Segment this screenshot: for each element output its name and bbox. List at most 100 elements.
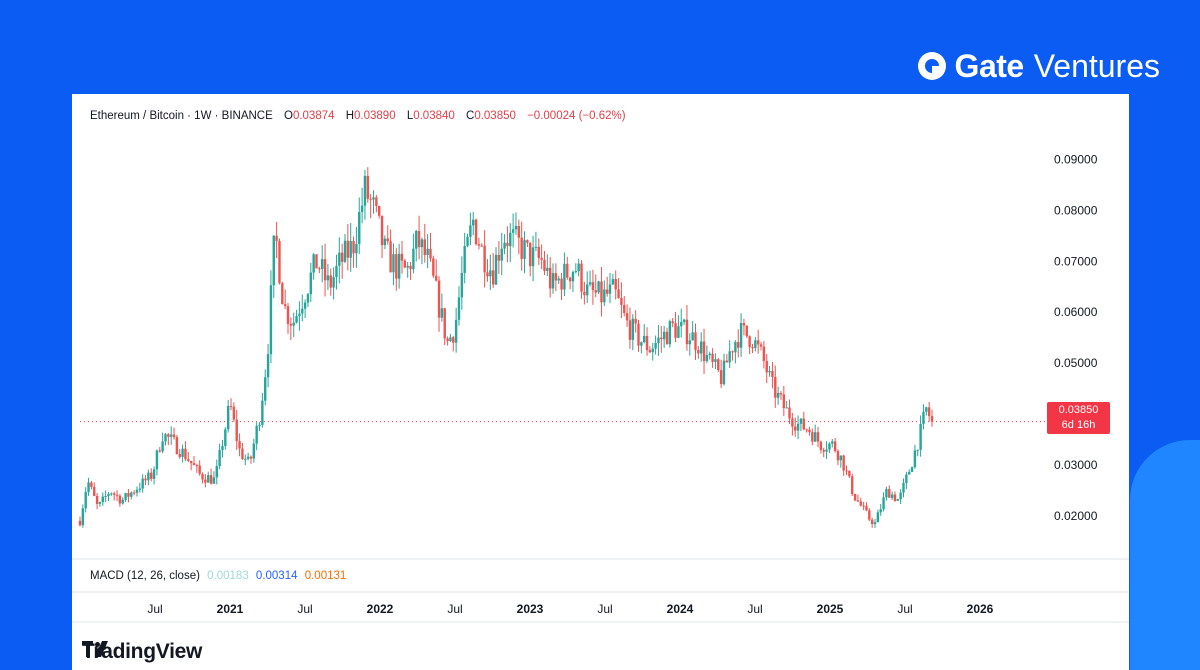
candle-body bbox=[677, 326, 680, 338]
candle-body bbox=[734, 341, 737, 353]
candle-body bbox=[648, 350, 652, 353]
candle-body bbox=[520, 237, 523, 259]
candle-body bbox=[870, 519, 874, 525]
candle-body bbox=[580, 263, 583, 292]
candle-body bbox=[851, 476, 854, 494]
gate-ventures-brand: Gate Ventures bbox=[915, 44, 1160, 88]
candle-body bbox=[594, 290, 597, 293]
candle-body bbox=[762, 346, 766, 361]
candle-body bbox=[326, 275, 330, 281]
candle-body bbox=[796, 423, 800, 431]
x-tick-label: 2021 bbox=[217, 602, 244, 616]
candle-body bbox=[722, 360, 726, 385]
candle-body bbox=[794, 426, 797, 431]
x-tick-label: Jul bbox=[447, 602, 462, 616]
price-chart[interactable]: 0.020000.030000.040000.050000.060000.070… bbox=[72, 94, 1129, 670]
candle-body bbox=[281, 283, 284, 305]
gate-logo-icon bbox=[917, 52, 946, 80]
candle-body bbox=[483, 245, 486, 273]
candle-body bbox=[434, 275, 438, 281]
candle-body bbox=[551, 273, 555, 289]
x-tick-label: Jul bbox=[147, 602, 162, 616]
candle-body bbox=[204, 479, 207, 483]
candle-body bbox=[634, 318, 637, 324]
candle-body bbox=[93, 486, 96, 496]
candle-body bbox=[101, 496, 104, 503]
candle-body bbox=[651, 348, 654, 353]
candle-body bbox=[739, 323, 743, 348]
candle-body bbox=[908, 471, 911, 475]
candle-body bbox=[563, 263, 566, 290]
candle-body bbox=[321, 259, 324, 270]
candle-body bbox=[178, 454, 181, 457]
candle-body bbox=[930, 416, 934, 422]
candle-body bbox=[457, 297, 461, 320]
candle-body bbox=[187, 459, 190, 461]
candle-body bbox=[836, 451, 840, 461]
candle-body bbox=[885, 488, 888, 498]
x-tick-label: Jul bbox=[297, 602, 312, 616]
candle-body bbox=[241, 448, 244, 460]
candle-body bbox=[902, 482, 905, 493]
candle-body bbox=[449, 337, 452, 342]
candle-body bbox=[779, 393, 783, 395]
candle-body bbox=[494, 254, 498, 285]
candle-body bbox=[540, 257, 543, 260]
candle-body bbox=[269, 285, 273, 355]
candle-body bbox=[816, 432, 820, 442]
candle-body bbox=[161, 441, 164, 452]
candle-body bbox=[454, 319, 458, 343]
candle-body bbox=[275, 235, 278, 242]
candle-body bbox=[301, 308, 304, 314]
candle-body bbox=[620, 297, 623, 305]
candle-body bbox=[480, 245, 483, 247]
candle-body bbox=[591, 282, 595, 291]
symbol-legend: Ethereum / Bitcoin · 1W · BINANCE O0.038… bbox=[90, 110, 626, 122]
high-label: H bbox=[345, 110, 355, 122]
candle-body bbox=[566, 263, 569, 278]
change-value: −0.00024 (−0.62%) bbox=[527, 110, 626, 122]
candle-body bbox=[392, 254, 395, 273]
candle-body bbox=[662, 331, 666, 340]
candle-body bbox=[258, 424, 261, 426]
candle-body bbox=[719, 370, 723, 385]
candle-body bbox=[674, 323, 677, 338]
candle-body bbox=[135, 489, 139, 493]
candle-body bbox=[395, 254, 398, 279]
tradingview-logo-text: TradingView bbox=[82, 640, 203, 663]
candle-body bbox=[409, 265, 412, 270]
candle-body bbox=[714, 359, 717, 362]
candle-body bbox=[822, 450, 825, 452]
candle-body bbox=[318, 268, 321, 270]
candle-body bbox=[853, 493, 857, 501]
candle-body bbox=[150, 472, 153, 479]
candle-body bbox=[865, 506, 868, 511]
candle-body bbox=[489, 270, 492, 277]
candle-body bbox=[221, 446, 224, 451]
x-tick-label: 2022 bbox=[367, 602, 394, 616]
candle-body bbox=[765, 360, 768, 373]
candle-body bbox=[292, 322, 295, 326]
candle-body bbox=[916, 449, 919, 451]
candle-body bbox=[198, 465, 201, 474]
candle-body bbox=[363, 175, 367, 206]
candle-body bbox=[588, 282, 592, 285]
candle-body bbox=[266, 354, 270, 378]
candle-body bbox=[452, 337, 455, 343]
y-tick-label: 0.07000 bbox=[1054, 254, 1098, 268]
candle-body bbox=[833, 441, 837, 452]
candle-body bbox=[218, 450, 221, 467]
x-tick-label: Jul bbox=[597, 602, 612, 616]
candle-body bbox=[78, 520, 82, 526]
chart-panel[interactable]: 0.020000.030000.040000.050000.060000.070… bbox=[72, 94, 1129, 670]
candle-body bbox=[523, 240, 526, 259]
candle-body bbox=[873, 522, 877, 525]
candle-body bbox=[283, 304, 287, 307]
y-tick-label: 0.03000 bbox=[1054, 458, 1098, 472]
candle-body bbox=[437, 280, 441, 318]
candle-body bbox=[238, 441, 241, 449]
candle-body bbox=[477, 244, 481, 246]
candle-body bbox=[152, 469, 156, 479]
candle-body bbox=[224, 429, 227, 447]
candle-body bbox=[708, 353, 711, 356]
